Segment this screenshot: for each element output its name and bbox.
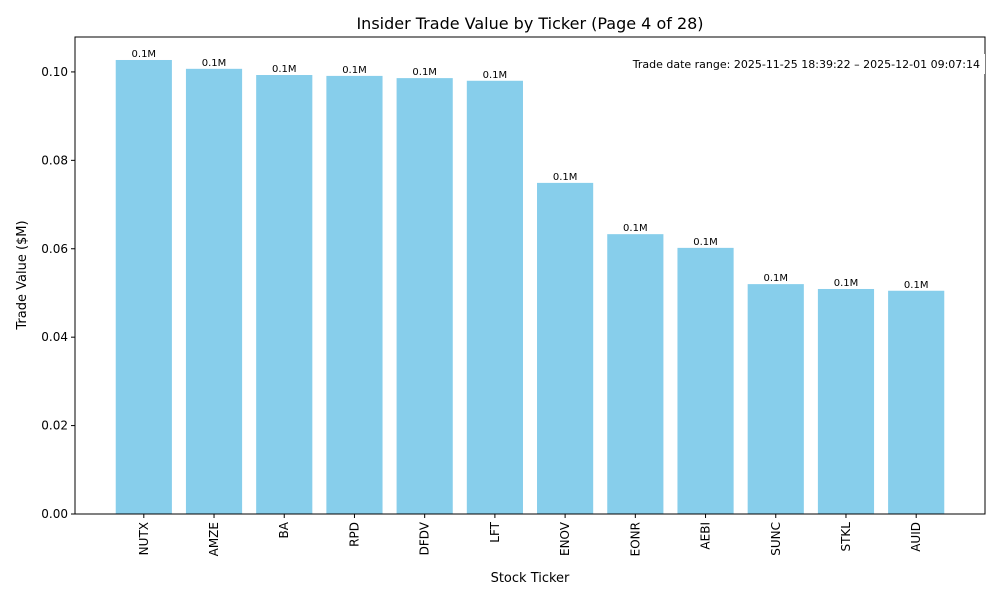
data-label: 0.1M bbox=[342, 65, 367, 76]
y-tick-label: 0.10 bbox=[41, 65, 68, 79]
y-tick-label: 0.06 bbox=[41, 242, 68, 256]
x-tick-label: DFDV bbox=[418, 521, 432, 555]
bar-nutx bbox=[115, 59, 172, 515]
data-label: 0.1M bbox=[904, 280, 929, 291]
bar-eonr bbox=[607, 234, 664, 514]
bar-auid bbox=[888, 290, 945, 514]
bar-aebi bbox=[677, 247, 734, 515]
y-tick-label: 0.02 bbox=[41, 419, 68, 433]
bar-enov bbox=[537, 182, 594, 515]
bar-rpd bbox=[326, 75, 383, 515]
bar-lft bbox=[466, 80, 523, 514]
data-label: 0.1M bbox=[483, 70, 508, 81]
y-tick-label: 0.04 bbox=[41, 330, 68, 344]
data-label: 0.1M bbox=[693, 237, 718, 248]
data-label: 0.1M bbox=[834, 278, 859, 289]
data-label: 0.1M bbox=[763, 273, 788, 284]
annotation-box bbox=[625, 54, 985, 74]
data-label: 0.1M bbox=[412, 67, 437, 78]
data-label: 0.1M bbox=[623, 223, 648, 234]
x-axis-label: Stock Ticker bbox=[491, 571, 570, 586]
x-tick-label: STKL bbox=[839, 522, 853, 552]
bar-amze bbox=[185, 68, 243, 515]
chart-title: Insider Trade Value by Ticker (Page 4 of… bbox=[356, 14, 703, 33]
x-tick-label: AUID bbox=[909, 522, 923, 552]
y-tick-label: 0.08 bbox=[41, 153, 68, 167]
date-range-annotation: Trade date range: 2025-11-25 18:39:22 – … bbox=[632, 58, 980, 71]
x-tick-label: LFT bbox=[488, 521, 502, 542]
x-tick-label: BA bbox=[277, 521, 291, 538]
bar-sunc bbox=[747, 284, 804, 514]
bar-dfdv bbox=[396, 78, 453, 514]
x-tick-label: RPD bbox=[347, 522, 361, 547]
plot-frame bbox=[74, 36, 986, 515]
data-label: 0.1M bbox=[553, 172, 578, 183]
data-label: 0.1M bbox=[272, 64, 297, 75]
x-tick-label: AMZE bbox=[207, 522, 221, 556]
x-tick-label: ENOV bbox=[558, 521, 572, 556]
x-tick-label: NUTX bbox=[137, 522, 151, 555]
data-label: 0.1M bbox=[202, 58, 227, 69]
x-tick-label: AEBI bbox=[699, 522, 713, 550]
x-tick-label: SUNC bbox=[769, 522, 783, 556]
bar-ba bbox=[256, 75, 313, 515]
y-tick-label: 0.00 bbox=[41, 507, 68, 521]
data-label: 0.1M bbox=[132, 49, 157, 60]
bar-stkl bbox=[817, 288, 875, 514]
y-axis-label: Trade Value ($M) bbox=[15, 220, 30, 330]
x-tick-label: EONR bbox=[628, 522, 642, 556]
